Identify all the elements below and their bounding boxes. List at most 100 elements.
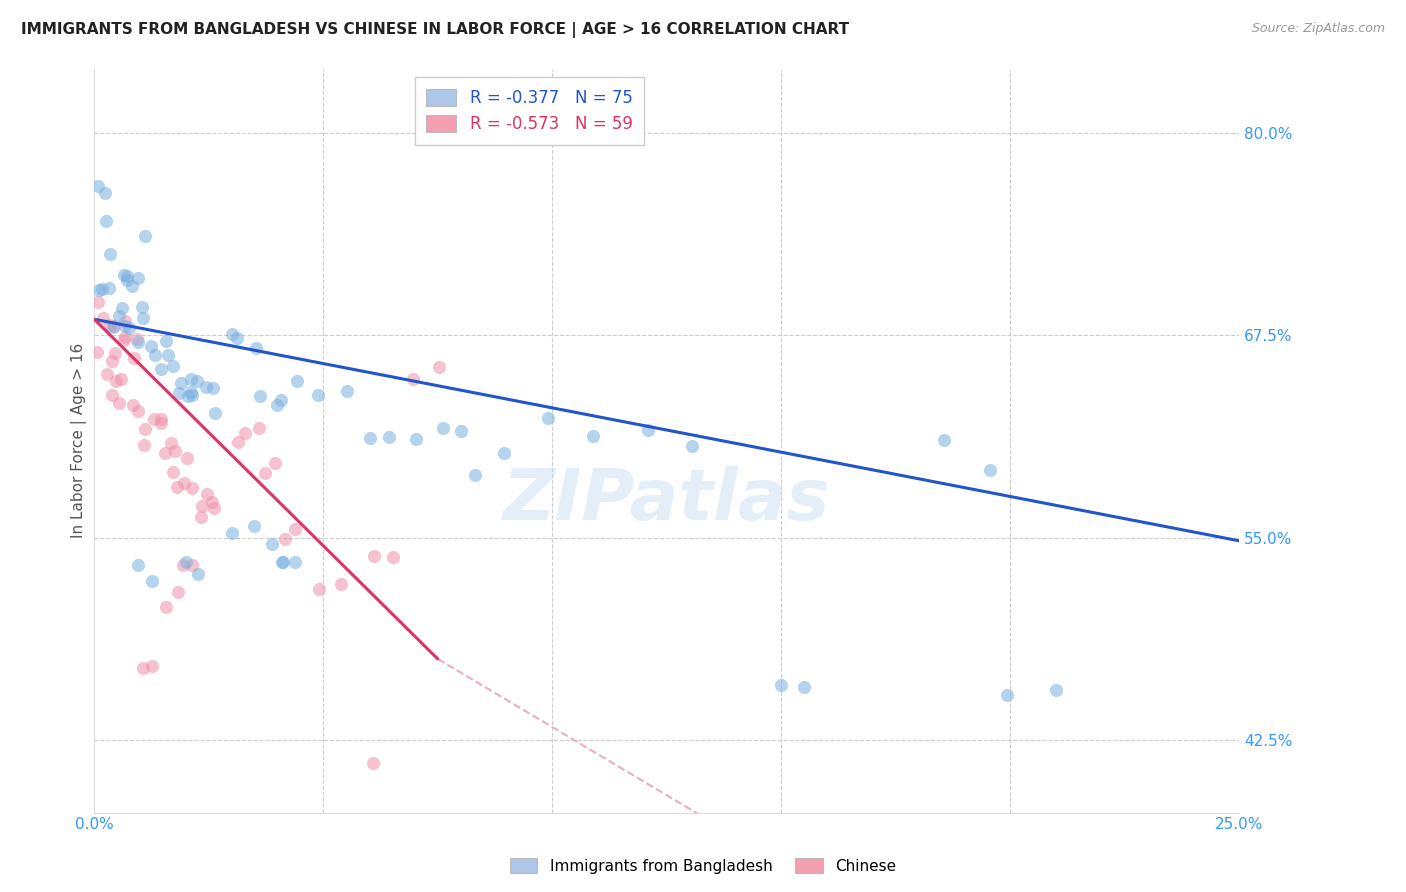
Point <box>202 381 225 395</box>
Point <box>225 330 247 344</box>
Point <box>266 398 288 412</box>
Point <box>195 487 218 501</box>
Point <box>979 463 1001 477</box>
Point <box>180 388 202 402</box>
Point <box>104 346 127 360</box>
Point <box>359 431 381 445</box>
Point <box>103 319 125 334</box>
Point <box>681 439 703 453</box>
Point <box>402 372 425 386</box>
Point <box>114 318 136 333</box>
Legend: Immigrants from Bangladesh, Chinese: Immigrants from Bangladesh, Chinese <box>503 852 903 880</box>
Point <box>131 661 153 675</box>
Point <box>127 270 149 285</box>
Point <box>186 374 208 388</box>
Point <box>100 247 122 261</box>
Point <box>86 344 108 359</box>
Point <box>253 466 276 480</box>
Legend: R = -0.377   N = 75, R = -0.573   N = 59: R = -0.377 N = 75, R = -0.573 N = 59 <box>415 77 644 145</box>
Point <box>162 465 184 479</box>
Point <box>122 351 145 365</box>
Point <box>194 380 217 394</box>
Point <box>143 348 166 362</box>
Point <box>94 213 117 227</box>
Point <box>131 310 153 325</box>
Point <box>115 268 138 283</box>
Point <box>221 327 243 342</box>
Point <box>87 283 110 297</box>
Point <box>378 430 401 444</box>
Point <box>582 429 605 443</box>
Point <box>329 577 352 591</box>
Point <box>190 510 212 524</box>
Point <box>243 519 266 533</box>
Y-axis label: In Labor Force | Age > 16: In Labor Force | Age > 16 <box>72 343 87 538</box>
Point <box>141 574 163 589</box>
Point <box>149 362 172 376</box>
Point <box>361 756 384 771</box>
Point <box>308 582 330 597</box>
Point <box>271 555 294 569</box>
Text: IMMIGRANTS FROM BANGLADESH VS CHINESE IN LABOR FORCE | AGE > 16 CORRELATION CHAR: IMMIGRANTS FROM BANGLADESH VS CHINESE IN… <box>21 22 849 38</box>
Point <box>177 389 200 403</box>
Point <box>111 301 134 316</box>
Point <box>363 549 385 564</box>
Point <box>155 599 177 614</box>
Point <box>141 659 163 673</box>
Point <box>201 495 224 509</box>
Point <box>100 318 122 332</box>
Point <box>1045 682 1067 697</box>
Point <box>121 398 143 412</box>
Point <box>134 422 156 436</box>
Text: Source: ZipAtlas.com: Source: ZipAtlas.com <box>1251 22 1385 36</box>
Point <box>166 585 188 599</box>
Point <box>155 334 177 349</box>
Point <box>204 500 226 515</box>
Point <box>134 438 156 452</box>
Point <box>91 282 114 296</box>
Point <box>134 228 156 243</box>
Point <box>637 423 659 437</box>
Point <box>110 372 132 386</box>
Point <box>285 374 308 388</box>
Point <box>180 372 202 386</box>
Point <box>121 279 143 293</box>
Point <box>233 425 256 440</box>
Point <box>167 385 190 400</box>
Point <box>307 387 329 401</box>
Point <box>174 554 197 568</box>
Point <box>150 416 173 430</box>
Point <box>181 558 204 572</box>
Point <box>995 688 1018 702</box>
Point <box>127 403 149 417</box>
Point <box>247 421 270 435</box>
Point <box>153 446 176 460</box>
Point <box>336 384 359 399</box>
Point <box>112 333 135 347</box>
Point <box>221 526 243 541</box>
Point <box>131 301 153 315</box>
Point <box>166 480 188 494</box>
Point <box>118 321 141 335</box>
Point <box>108 396 131 410</box>
Point <box>226 435 249 450</box>
Point <box>405 433 427 447</box>
Point <box>114 330 136 344</box>
Point <box>127 334 149 349</box>
Point <box>274 532 297 546</box>
Point <box>464 468 486 483</box>
Point <box>284 555 307 569</box>
Point <box>537 410 560 425</box>
Point <box>932 433 955 447</box>
Point <box>187 566 209 581</box>
Point <box>245 341 267 355</box>
Point <box>108 309 131 323</box>
Point <box>100 388 122 402</box>
Point <box>114 314 136 328</box>
Point <box>249 389 271 403</box>
Point <box>770 678 793 692</box>
Point <box>101 353 124 368</box>
Point <box>127 558 149 572</box>
Point <box>173 476 195 491</box>
Point <box>87 295 110 310</box>
